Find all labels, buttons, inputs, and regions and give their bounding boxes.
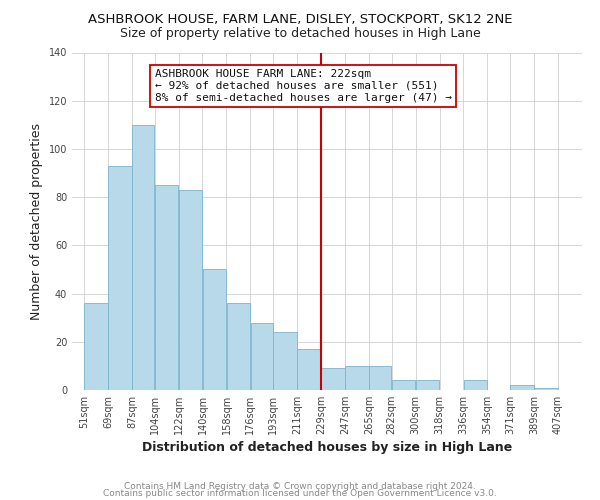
- X-axis label: Distribution of detached houses by size in High Lane: Distribution of detached houses by size …: [142, 441, 512, 454]
- Bar: [297, 349, 321, 390]
- Bar: [464, 380, 487, 390]
- Bar: [155, 185, 178, 390]
- Bar: [203, 270, 226, 390]
- Bar: [84, 303, 108, 390]
- Text: Contains HM Land Registry data © Crown copyright and database right 2024.: Contains HM Land Registry data © Crown c…: [124, 482, 476, 491]
- Bar: [345, 366, 369, 390]
- Text: ASHBROOK HOUSE FARM LANE: 222sqm
← 92% of detached houses are smaller (551)
8% o: ASHBROOK HOUSE FARM LANE: 222sqm ← 92% o…: [155, 70, 452, 102]
- Bar: [273, 332, 297, 390]
- Y-axis label: Number of detached properties: Number of detached properties: [30, 122, 43, 320]
- Bar: [534, 388, 558, 390]
- Text: ASHBROOK HOUSE, FARM LANE, DISLEY, STOCKPORT, SK12 2NE: ASHBROOK HOUSE, FARM LANE, DISLEY, STOCK…: [88, 12, 512, 26]
- Bar: [416, 380, 439, 390]
- Bar: [179, 190, 202, 390]
- Bar: [251, 322, 273, 390]
- Text: Contains public sector information licensed under the Open Government Licence v3: Contains public sector information licen…: [103, 490, 497, 498]
- Bar: [132, 125, 154, 390]
- Bar: [321, 368, 345, 390]
- Bar: [227, 303, 250, 390]
- Text: Size of property relative to detached houses in High Lane: Size of property relative to detached ho…: [119, 28, 481, 40]
- Bar: [392, 380, 415, 390]
- Bar: [369, 366, 391, 390]
- Bar: [108, 166, 132, 390]
- Bar: [510, 385, 534, 390]
